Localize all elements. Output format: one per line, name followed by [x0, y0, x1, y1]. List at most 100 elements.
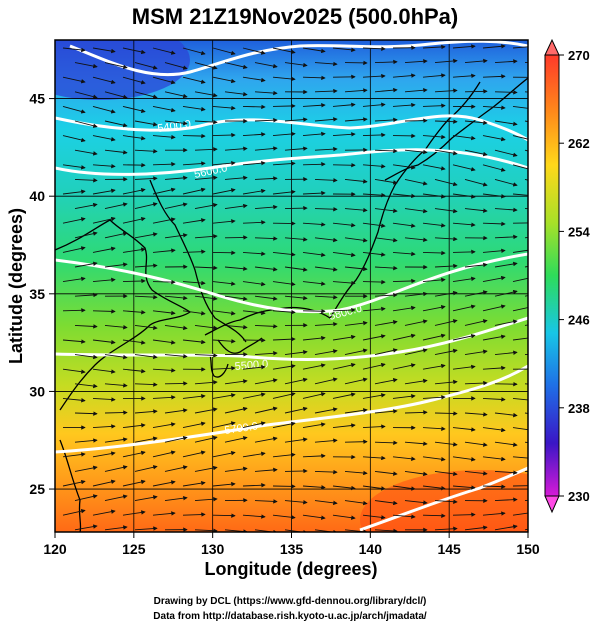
wind-vector: [224, 91, 248, 97]
wind-vector: [182, 394, 206, 399]
wind-vector: [272, 131, 296, 137]
wind-vector: [122, 247, 146, 253]
wind-vector: [374, 378, 398, 385]
wind-vector: [122, 47, 146, 55]
wind-vector: [344, 439, 368, 444]
wind-vector: [374, 117, 398, 123]
wind-vector: [404, 208, 428, 214]
wind-vector: [332, 392, 356, 399]
wind-vector: [164, 295, 188, 301]
wind-vector: [434, 119, 458, 124]
wind-vector: [422, 103, 446, 108]
wind-vector: [344, 320, 368, 326]
wind-vector: [302, 131, 326, 137]
wind-vector: [464, 178, 488, 187]
wind-vector: [272, 309, 296, 315]
wind-vector: [92, 451, 116, 458]
x-tick-label: 145: [437, 541, 461, 557]
wind-vector: [152, 368, 176, 373]
wind-vector: [494, 120, 518, 127]
wind-vector: [62, 308, 86, 313]
wind-vector: [254, 378, 278, 385]
wind-vector: [404, 291, 428, 297]
wind-vector: [242, 220, 266, 225]
wind-vector: [164, 354, 188, 359]
wind-vector: [314, 321, 338, 327]
wind-vector: [422, 44, 446, 50]
wind-vector: [392, 363, 416, 370]
wind-vector: [74, 91, 98, 99]
wind-vector: [482, 304, 506, 312]
wind-vector: [224, 295, 248, 301]
wind-vector: [452, 164, 476, 172]
wind-vector: [494, 149, 518, 157]
wind-vector: [122, 479, 146, 487]
wind-vector: [314, 349, 338, 356]
wind-vector: [182, 76, 206, 84]
wind-vector: [482, 365, 506, 371]
wind-vector: [164, 233, 188, 239]
wind-vector: [122, 450, 146, 458]
wind-vector: [254, 117, 278, 123]
wind-vector: [284, 205, 308, 211]
wind-vector: [134, 62, 158, 70]
wind-vector: [92, 424, 116, 429]
wind-vector: [74, 292, 98, 298]
wind-vector: [152, 395, 176, 400]
wind-vector: [134, 382, 158, 387]
wind-vector: [134, 409, 158, 414]
wind-vector: [194, 380, 218, 385]
wind-vector: [422, 363, 446, 370]
x-axis-label: Longitude (degrees): [204, 559, 377, 579]
wind-vector: [284, 295, 308, 301]
wind-vector: [314, 146, 338, 152]
wind-vector: [482, 397, 506, 402]
wind-vector: [344, 348, 368, 356]
wind-vector: [152, 422, 176, 429]
wind-vector: [134, 263, 158, 268]
wind-vector: [164, 408, 188, 414]
wind-vector: [404, 441, 428, 446]
wind-vector: [254, 351, 278, 356]
wind-vector: [254, 62, 278, 69]
wind-vector: [452, 193, 476, 199]
wind-vector: [464, 208, 488, 213]
wind-vector: [152, 248, 176, 253]
wind-vector: [482, 456, 506, 462]
wind-vector: [362, 279, 386, 285]
wind-vector: [92, 397, 116, 402]
wind-vector: [284, 406, 308, 414]
wind-vector: [512, 105, 528, 109]
wind-vector: [482, 105, 506, 110]
wind-vector: [92, 105, 116, 114]
wind-vector: [494, 497, 518, 502]
wind-vector: [272, 514, 296, 520]
wind-vector: [344, 178, 368, 184]
wind-vector: [134, 232, 158, 239]
wind-vector: [104, 410, 128, 415]
wind-vector: [512, 164, 528, 170]
wind-vector: [212, 47, 236, 56]
wind-vector: [332, 251, 356, 258]
wind-vector: [332, 485, 356, 491]
wind-vector: [74, 324, 98, 329]
wind-vector: [152, 339, 176, 345]
wind-vector: [194, 353, 218, 358]
wind-vector: [92, 188, 116, 195]
wind-vector: [182, 421, 206, 429]
wind-vector: [512, 193, 528, 196]
wind-vector: [314, 178, 338, 183]
wind-vector: [404, 319, 428, 326]
wind-vector: [182, 280, 206, 286]
wind-vector: [374, 237, 398, 243]
wind-vector: [422, 426, 446, 431]
wind-vector: [122, 76, 146, 85]
wind-vector: [272, 189, 296, 195]
wind-vector: [464, 380, 488, 386]
wind-vector: [152, 310, 176, 316]
coastlines: [55, 77, 528, 532]
wind-vector: [62, 246, 86, 253]
wind-vector: [212, 76, 236, 84]
wind-vector: [392, 394, 416, 399]
wind-vector: [332, 47, 356, 53]
